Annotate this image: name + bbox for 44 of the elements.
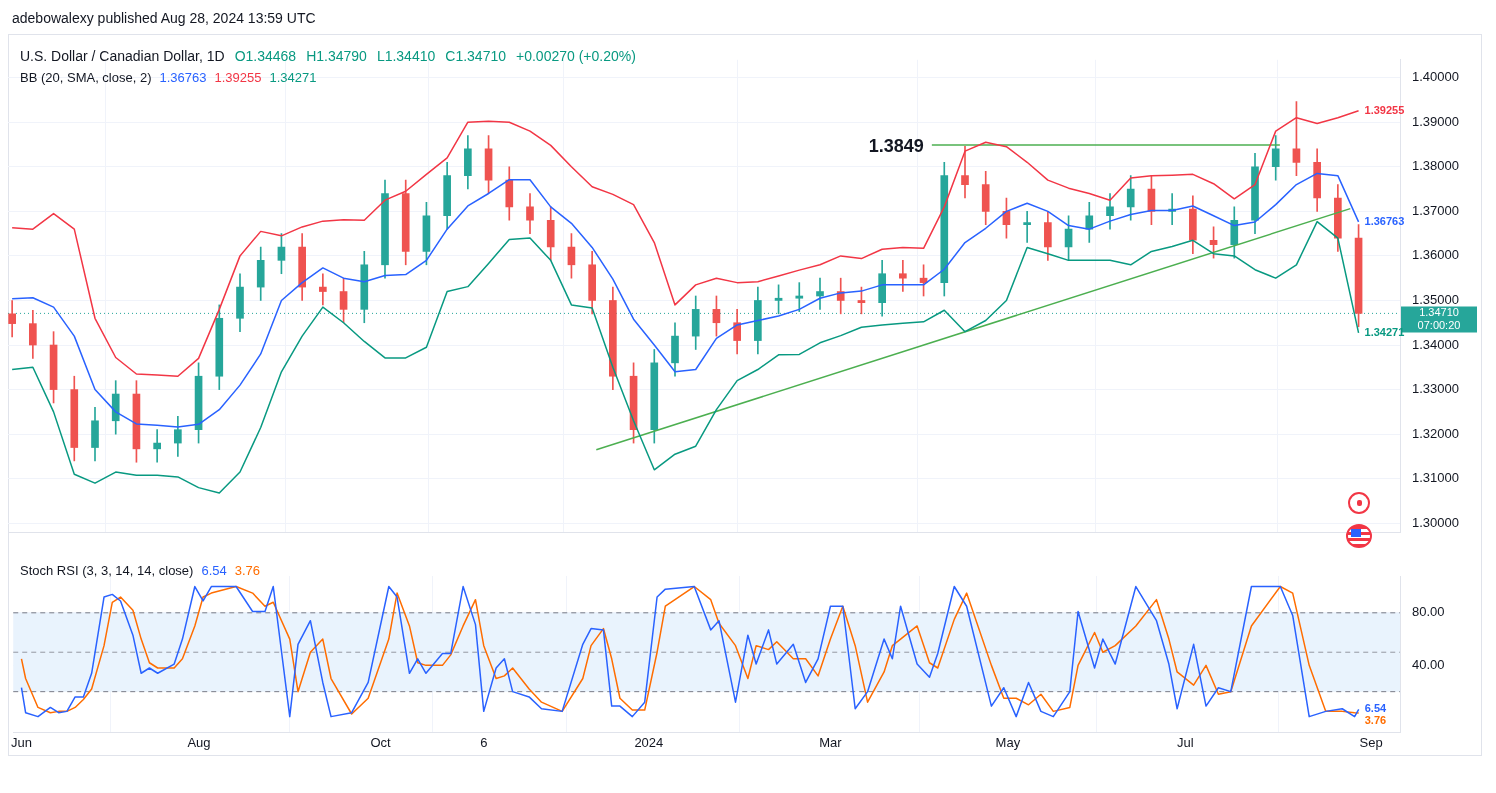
annotation: +0.00270 (+0.20%) bbox=[516, 48, 636, 64]
y-tick-label: 1.33000 bbox=[1412, 381, 1459, 397]
y-tick-label: 1.32000 bbox=[1412, 425, 1459, 441]
y-tick-label: 80.00 bbox=[1412, 604, 1445, 620]
data-label: 1.34271 bbox=[1364, 325, 1405, 338]
data-label: 1.39255 bbox=[1364, 103, 1405, 116]
y-tick-label: 1.34000 bbox=[1412, 336, 1459, 352]
x-tick-label: Jun bbox=[11, 734, 32, 750]
data-label: 3.76 bbox=[1364, 714, 1387, 727]
x-tick-label: Oct bbox=[370, 734, 392, 750]
data-label: 6.54 bbox=[1364, 702, 1388, 715]
text: adebowalexy published Aug 28, 2024 13:59 UTC bbox=[12, 10, 316, 26]
ref-line-label: 1.34710 07:00:20 bbox=[1417, 306, 1461, 332]
text: 1.39255 bbox=[214, 70, 262, 85]
x-tick-label: 2024 bbox=[634, 734, 664, 750]
text: 1.34271 bbox=[269, 70, 317, 85]
y-tick-label: 1.40000 bbox=[1412, 69, 1459, 85]
x-tick-label: Jul bbox=[1177, 734, 1194, 750]
chart-title: U.S. Dollar / Canadian Dollar, 1D bbox=[20, 48, 225, 64]
y-tick-label: 1.31000 bbox=[1412, 470, 1459, 486]
annotation: O1.34468 bbox=[234, 48, 297, 64]
text: 1.36763 bbox=[159, 70, 207, 85]
y-tick-label: 1.39000 bbox=[1412, 113, 1459, 129]
y-tick-label: 1.36000 bbox=[1412, 247, 1459, 263]
y-tick-label: 1.30000 bbox=[1412, 514, 1459, 530]
x-tick-label: May bbox=[995, 734, 1021, 750]
annotation: L1.34410 bbox=[376, 48, 436, 64]
text: 3.76 bbox=[234, 563, 261, 578]
x-tick-label: Aug bbox=[187, 734, 211, 750]
legend-title: Stoch RSI (3, 3, 14, 14, close) bbox=[20, 563, 194, 578]
text: 6.54 bbox=[201, 563, 227, 578]
x-tick-label: Mar bbox=[819, 734, 843, 750]
y-tick-label: 1.35000 bbox=[1412, 292, 1459, 308]
candlestick bbox=[899, 260, 907, 292]
annotation: 1.3849 bbox=[868, 135, 924, 156]
data-label: 1.36763 bbox=[1364, 214, 1405, 227]
annotation: H1.34790 bbox=[306, 48, 367, 64]
y-tick-label: 40.00 bbox=[1412, 656, 1445, 672]
y-tick-label: 1.38000 bbox=[1412, 158, 1459, 174]
x-tick-label: 6 bbox=[480, 734, 488, 750]
annotation: C1.34710 bbox=[445, 48, 506, 64]
y-tick-label: 1.37000 bbox=[1412, 202, 1459, 218]
x-tick-label: Sep bbox=[1359, 734, 1383, 750]
legend-title: BB (20, SMA, close, 2) bbox=[20, 70, 152, 85]
